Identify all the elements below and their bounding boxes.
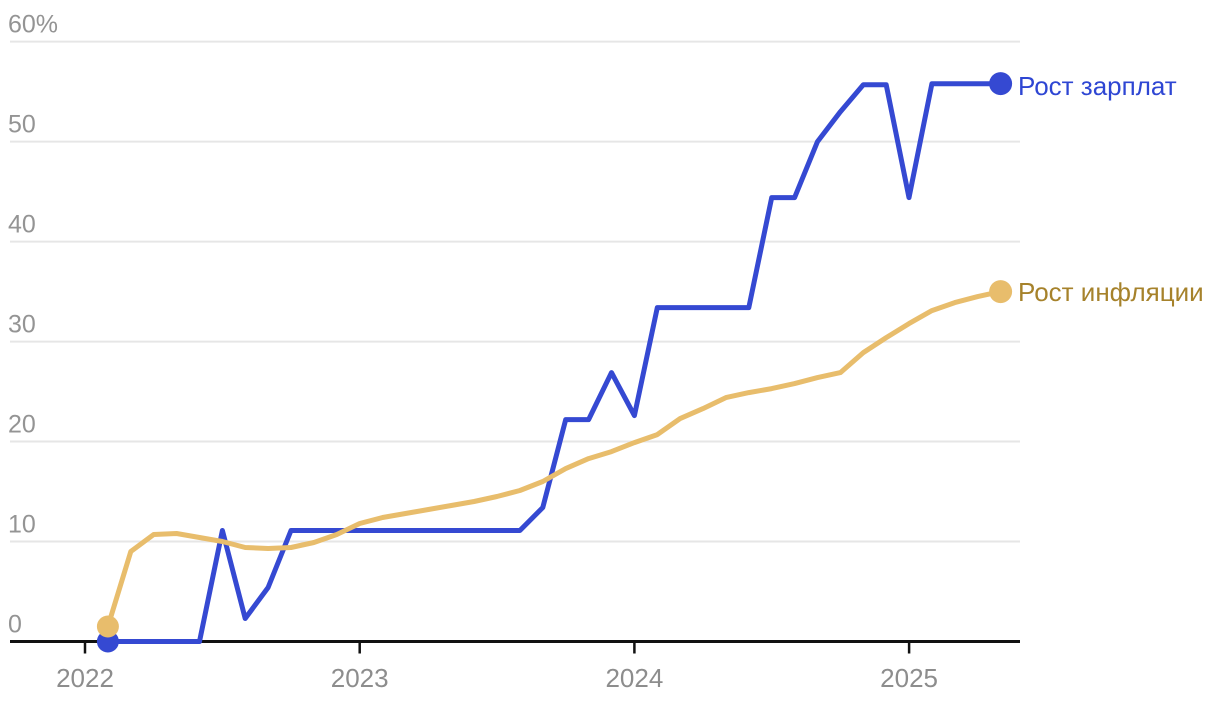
y-tick-label: 20	[8, 411, 36, 439]
inflation-line	[105, 289, 1004, 629]
inflation-start-marker	[96, 615, 119, 638]
y-tick-label: 10	[8, 511, 36, 539]
inflation-end-marker	[989, 280, 1013, 304]
legend-label-inflation-growth: Рост инфляции	[1018, 277, 1204, 307]
y-tick-label: 50	[8, 111, 36, 139]
y-tick-label: 30	[8, 311, 36, 339]
y-axis-labels: 0 10 20 30 40 50 60%	[8, 11, 58, 639]
legend-label-wage-growth: Рост зарплат	[1018, 71, 1177, 101]
x-axis: 2022 2023 2024 2025	[10, 640, 1020, 693]
x-tick-label: 2025	[880, 663, 938, 693]
wages-line	[105, 81, 1004, 644]
series-lines	[96, 72, 1013, 653]
y-tick-label: 40	[8, 211, 36, 239]
x-tick-label: 2023	[331, 663, 389, 693]
y-tick-label: 0	[8, 611, 22, 639]
gridlines	[10, 40, 1020, 543]
x-tick-label: 2024	[605, 663, 663, 693]
x-tick-label: 2022	[56, 663, 114, 693]
y-tick-label: 60%	[8, 11, 58, 39]
wages-end-marker	[989, 72, 1013, 96]
